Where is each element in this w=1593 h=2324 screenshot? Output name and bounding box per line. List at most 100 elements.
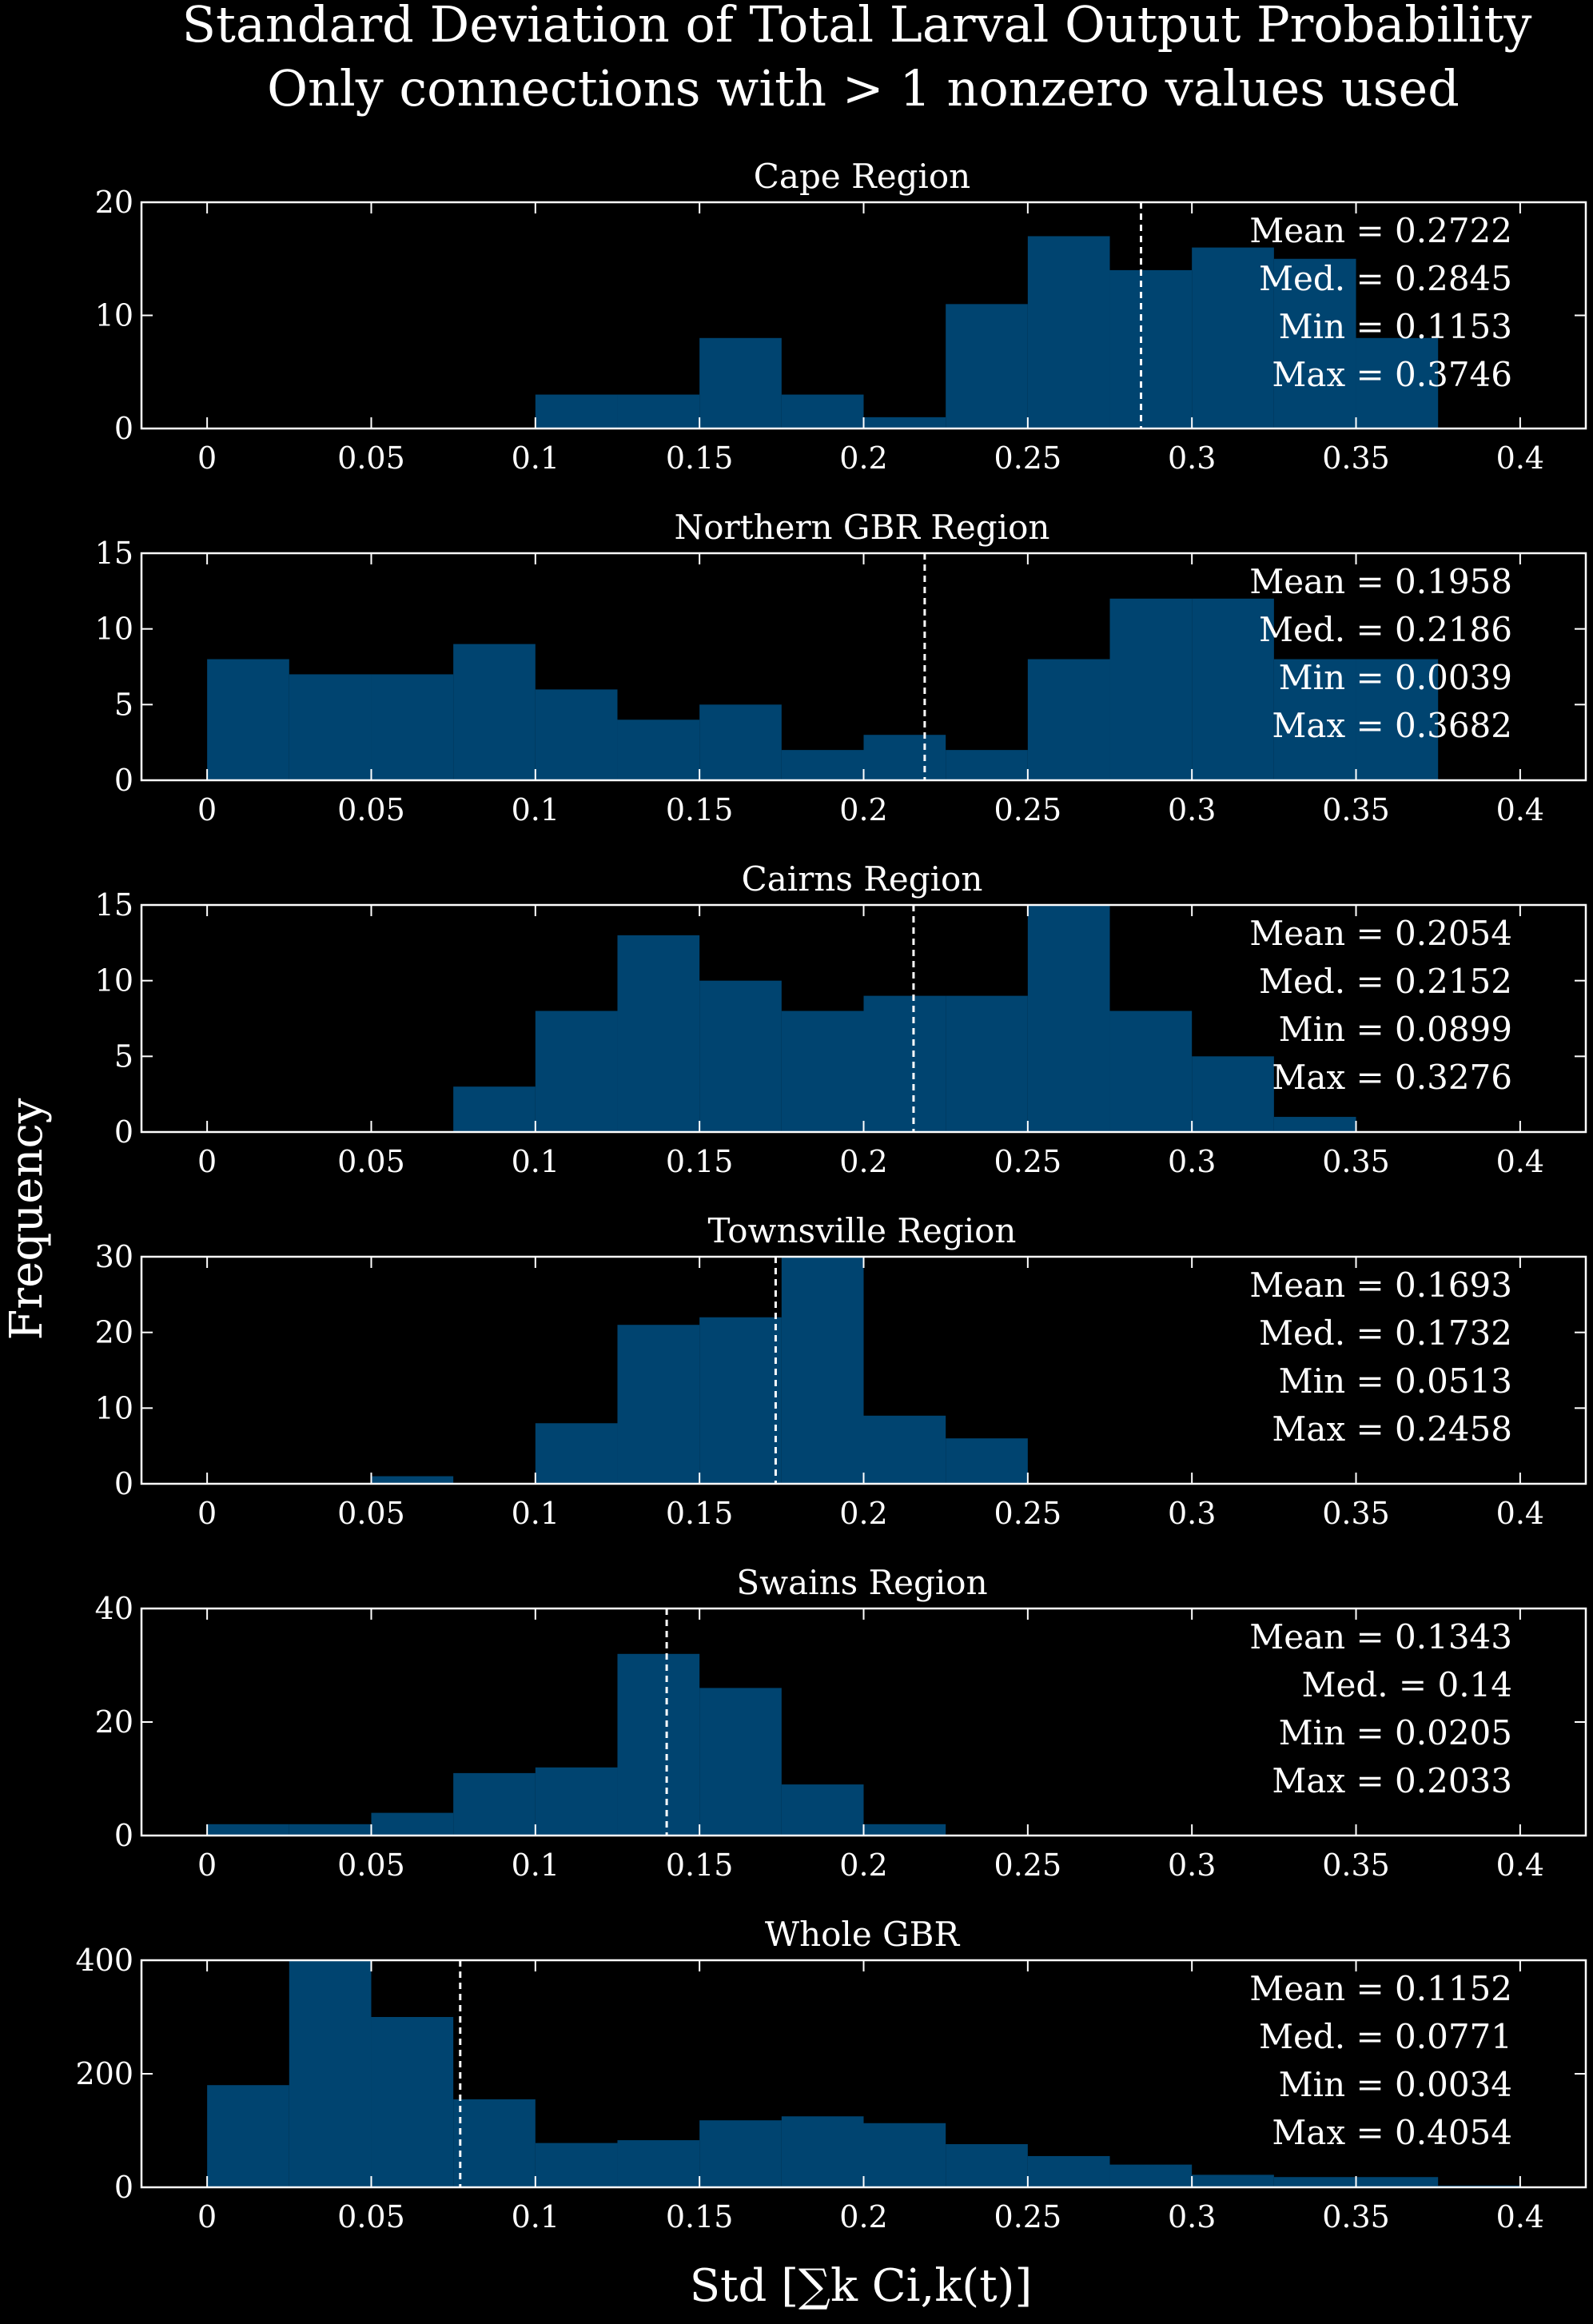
subplot-3: 0 0.05 0.1 0.15 0.2 0.25 0.3 0.35 0.4 0 5 10 15 Cairn… (95, 859, 1587, 1179)
x-tick-label: 0 (197, 1496, 217, 1531)
y-tick-label: 10 (95, 963, 133, 999)
x-tick-label: 0.35 (1322, 2199, 1390, 2234)
histogram-bar (699, 337, 782, 429)
x-tick-label: 0.25 (994, 1496, 1062, 1531)
histogram-bar (617, 394, 700, 429)
histogram-bar (1356, 2177, 1439, 2187)
histogram-bar (1027, 659, 1110, 780)
x-tick-label: 0.05 (337, 1848, 405, 1883)
x-tick-label: 0.15 (666, 1848, 734, 1883)
histogram-bar (1356, 337, 1439, 429)
histogram-bar (617, 935, 700, 1132)
histogram-bar (1273, 258, 1356, 429)
y-tick-label: 0 (114, 1818, 133, 1853)
histogram-bar (781, 1011, 864, 1132)
stat-text: Med. = 0.2845 (1259, 259, 1512, 298)
histogram-bar (1192, 1056, 1274, 1132)
y-tick-label: 0 (114, 1114, 133, 1150)
x-tick-label: 0.25 (994, 2199, 1062, 2234)
y-tick-label: 20 (95, 1315, 133, 1350)
histogram-bar (535, 1011, 618, 1132)
histogram-bar (699, 704, 782, 780)
histogram-bar (1027, 2155, 1110, 2187)
x-tick-label: 0.05 (337, 1496, 405, 1531)
stat-text: Mean = 0.1343 (1249, 1617, 1512, 1656)
stat-text: Med. = 0.0771 (1259, 2017, 1512, 2056)
histogram-bar (371, 2017, 454, 2187)
y-tick-label: 15 (95, 887, 133, 923)
histogram-bar (1192, 598, 1274, 780)
x-tick-label: 0.1 (512, 1496, 560, 1531)
x-tick-label: 0.2 (839, 2199, 887, 2234)
y-tick-label: 5 (114, 1038, 133, 1074)
y-tick-label: 10 (95, 612, 133, 647)
histogram-bar (1273, 1117, 1356, 1132)
x-tick-label: 0.3 (1168, 1848, 1216, 1883)
y-axis-label: Frequency (1, 1098, 53, 1340)
x-tick-label: 0.1 (512, 1144, 560, 1179)
x-tick-label: 0.1 (512, 792, 560, 827)
x-tick-label: 0.35 (1322, 1848, 1390, 1883)
histogram-bar (863, 2123, 946, 2187)
y-tick-label: 10 (95, 1390, 133, 1425)
x-tick-label: 0.4 (1496, 2199, 1544, 2234)
stat-text: Max = 0.3682 (1272, 706, 1512, 745)
x-tick-label: 0.15 (666, 2199, 734, 2234)
x-tick-label: 0.3 (1168, 1144, 1216, 1179)
y-tick-label: 20 (95, 1704, 133, 1740)
histogram-bar (946, 304, 1028, 429)
y-tick-label: 15 (95, 536, 133, 571)
stat-text: Mean = 0.1958 (1249, 562, 1512, 601)
histogram-bar (863, 417, 946, 429)
x-tick-label: 0.2 (839, 440, 887, 476)
x-tick-label: 0.4 (1496, 1144, 1544, 1179)
x-tick-label: 0.3 (1168, 2199, 1216, 2234)
histogram-bar (946, 2144, 1028, 2187)
stat-text: Min = 0.1153 (1279, 307, 1512, 346)
x-tick-label: 0.3 (1168, 792, 1216, 827)
x-tick-label: 0.05 (337, 440, 405, 476)
histogram-bar (781, 750, 864, 780)
x-tick-label: 0.4 (1496, 792, 1544, 827)
x-tick-label: 0.25 (994, 440, 1062, 476)
histogram-bar (1273, 659, 1356, 780)
x-tick-label: 0.35 (1322, 1496, 1390, 1531)
x-tick-label: 0.25 (994, 1848, 1062, 1883)
y-tick-label: 0 (114, 763, 133, 798)
stat-text: Min = 0.0039 (1279, 658, 1512, 697)
x-tick-label: 0.4 (1496, 1848, 1544, 1883)
histogram-bar (535, 394, 618, 429)
histogram-bar (535, 2143, 618, 2187)
stat-text: Min = 0.0513 (1279, 1361, 1512, 1401)
histogram-bar (617, 720, 700, 780)
subplot-title: Whole GBR (765, 1915, 961, 1954)
histogram-bar (946, 1438, 1028, 1484)
x-tick-label: 0.2 (839, 1496, 887, 1531)
x-tick-label: 0.4 (1496, 1496, 1544, 1531)
histogram-bar (1109, 269, 1193, 429)
histogram-bar (1273, 2177, 1356, 2187)
x-tick-label: 0.35 (1322, 792, 1390, 827)
x-tick-label: 0.05 (337, 792, 405, 827)
histogram-bar (1192, 247, 1274, 429)
histogram-bar (453, 1086, 536, 1132)
subplot-1: 0 0.05 0.1 0.15 0.2 0.25 0.3 0.35 0.4 0 10 20 Cape R… (95, 157, 1587, 476)
x-tick-label: 0 (197, 2199, 217, 2234)
x-tick-label: 0.35 (1322, 440, 1390, 476)
subplot-4: 0 0.05 0.1 0.15 0.2 0.25 0.3 0.35 0.4 0 10 20 30 Town… (95, 1211, 1587, 1531)
histogram-bar (371, 674, 454, 780)
stat-text: Med. = 0.1732 (1259, 1313, 1512, 1353)
histogram-bar (617, 1325, 700, 1484)
x-tick-label: 0 (197, 1144, 217, 1179)
histogram-bar (946, 750, 1028, 780)
x-tick-label: 0 (197, 792, 217, 827)
histogram-bar (863, 995, 946, 1132)
stat-text: Med. = 0.14 (1301, 1665, 1512, 1704)
y-tick-label: 0 (114, 1466, 133, 1501)
y-tick-label: 40 (95, 1591, 133, 1626)
histogram-bar (699, 1688, 782, 1836)
histogram-bar (289, 674, 372, 780)
histogram-bar (781, 1784, 864, 1836)
